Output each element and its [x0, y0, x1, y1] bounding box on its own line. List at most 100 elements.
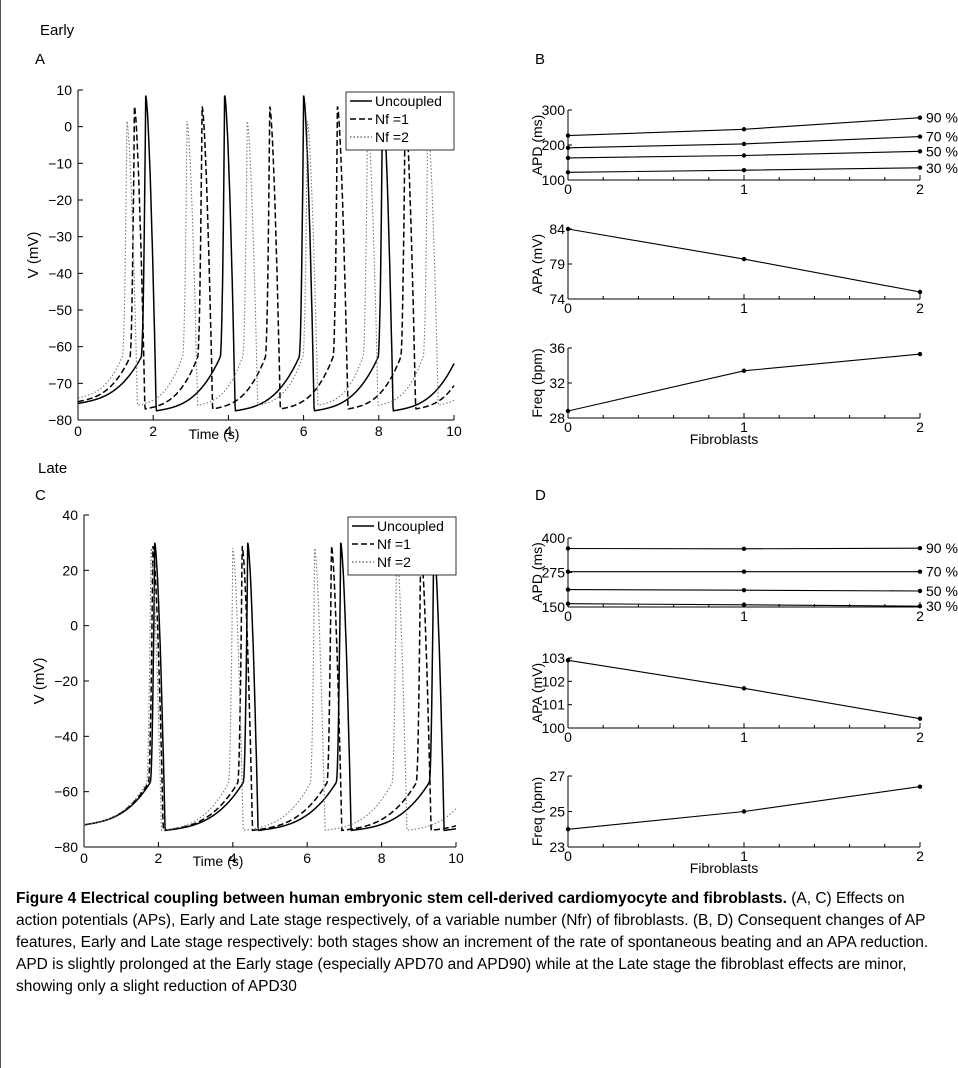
panel-c-legend-label-0: Uncoupled [377, 518, 444, 534]
panel-d-apd-series-label-0: 90 % [926, 540, 958, 556]
panel-d-apa-x-tick-label: 1 [740, 729, 748, 745]
panel-label-c: C [35, 487, 46, 504]
panel-d-apd-point-1-0 [565, 569, 571, 574]
panel-b-apd-point-0-1 [741, 127, 747, 132]
panel-d-apd-point-2-0 [565, 587, 571, 592]
panel-b-apd-series-label-3: 30 % [926, 160, 958, 176]
panel-d-apd-series-label-2: 50 % [926, 583, 958, 599]
panel-a-legend-label-2: Nf =2 [375, 129, 409, 145]
panel-b-apa-y-tick-label: 84 [549, 221, 565, 237]
panel-b-apa-y-axis-label: APA (mV) [529, 234, 545, 294]
panel-c-y-tick-label: −40 [54, 728, 78, 744]
panel-a-y-tick-label: −80 [48, 412, 72, 428]
panel-c-legend-label-2: Nf =2 [377, 554, 411, 570]
panel-d-apd-y-axis-label: APD (ms) [529, 542, 545, 603]
panel-a-y-axis-label: V (mV) [25, 232, 42, 279]
panel-b-apd-series-label-1: 70 % [926, 129, 958, 145]
panel-c-legend-label-1: Nf =1 [377, 536, 411, 552]
panel-a-y-tick-label: −10 [48, 155, 72, 171]
panel-d-apd-series-label-1: 70 % [926, 564, 958, 580]
panel-b-apd-point-1-0 [565, 145, 571, 150]
panel-d-freq-x-tick-label: 2 [916, 848, 924, 864]
panel-d-apd-x-tick-label: 0 [564, 608, 572, 624]
panel-d-apa-point-0-0 [565, 658, 571, 663]
panel-d-freq-y-tick-label: 23 [549, 839, 565, 855]
panel-b-apd-point-2-2 [917, 149, 923, 154]
panel-b-freq-x-tick-label: 1 [740, 419, 748, 435]
panel-a-legend-label-0: Uncoupled [375, 93, 442, 109]
panel-a-series-0 [77, 95, 455, 412]
panel-c-y-tick-label: −80 [54, 839, 78, 855]
panel-a-series-2 [77, 121, 455, 406]
stage-label-late: Late [38, 460, 68, 477]
panel-a-x-tick-label: 10 [446, 423, 462, 439]
panel-d-apd-point-3-2 [917, 603, 923, 609]
panel-a-legend-label-1: Nf =1 [375, 111, 409, 127]
panel-b-apd-point-2-0 [565, 155, 571, 161]
panel-a-x-tick-label: 8 [375, 423, 383, 439]
panel-c-series-2 [83, 548, 457, 832]
panel-b-apa-y-tick-label: 79 [549, 256, 565, 272]
panel-d-freq-point-0-2 [917, 784, 923, 789]
panel-d-apd-point-0-0 [565, 546, 571, 551]
panel-d-freq-point-0-1 [741, 809, 747, 814]
panel-c-y-tick-label: 40 [62, 507, 78, 523]
panel-d-freq-series-line-0 [567, 786, 921, 830]
panel-c-series-1 [83, 545, 457, 832]
panel-a-y-tick-label: −60 [48, 339, 72, 355]
panel-d-freq-x-axis-label: Fibroblasts [690, 860, 758, 876]
panel-c-y-tick-label: 20 [62, 562, 78, 578]
panel-b-freq-x-tick-label: 0 [564, 419, 572, 435]
panel-d-freq-x-tick-label: 1 [740, 848, 748, 864]
panel-b-apd-y-tick-label: 300 [542, 102, 566, 118]
panel-b-freq-y-tick-label: 28 [549, 410, 565, 426]
panel-d-apa-y-tick-label: 101 [542, 697, 566, 713]
panel-d-apd-x-tick-label: 1 [740, 608, 748, 624]
panel-d-freq-x-tick-label: 0 [564, 848, 572, 864]
panel-c-x-axis-label: Time (s) [193, 853, 244, 869]
panel-b-apd-point-3-1 [741, 168, 747, 173]
panel-d-apa-y-tick-label: 103 [542, 650, 566, 666]
panel-d-apa-point-0-1 [741, 686, 747, 691]
panel-label-b: B [535, 51, 546, 68]
panel-b-apa-x-tick-label: 0 [564, 300, 572, 316]
panel-d-freq-point-0-0 [565, 827, 571, 832]
panel-b-apd-point-1-2 [917, 134, 923, 139]
panel-label-d: D [535, 487, 546, 504]
panel-b-apd-point-3-2 [917, 165, 923, 170]
panel-b-apd-point-0-2 [917, 115, 923, 120]
panel-a-x-tick-label: 2 [149, 423, 157, 439]
panel-d-apa-y-tick-label: 100 [542, 720, 566, 736]
panel-b-apd-y-tick-label: 200 [542, 137, 566, 153]
panel-b-apd-series-label-0: 90 % [926, 110, 958, 126]
panel-d-freq-y-tick-label: 27 [549, 768, 565, 784]
panel-b-apd-y-axis-label: APD (ms) [529, 115, 545, 176]
panel-b-freq-y-axis-label: Freq (bpm) [529, 348, 545, 417]
panel-d-apd-point-0-2 [917, 546, 923, 551]
panel-c-series-0 [83, 542, 457, 832]
panel-a-y-tick-label: −50 [48, 302, 72, 318]
panel-b-apd-point-1-1 [741, 141, 747, 147]
panel-b-freq-series-line-0 [567, 353, 921, 412]
panel-b-apa-x-tick-label: 1 [740, 300, 748, 316]
panel-d-apa-point-0-2 [917, 716, 923, 721]
stage-label-early: Early [40, 22, 75, 39]
panel-b-freq-point-0-2 [917, 351, 923, 357]
panel-b-apd-series-label-2: 50 % [926, 143, 958, 159]
panel-d-apa-y-axis-label: APA (mV) [529, 663, 545, 723]
panel-c-x-tick-label: 6 [303, 850, 311, 866]
panel-b-apa-y-tick-label: 74 [549, 291, 565, 307]
panel-d-apd-series-label-3: 30 % [926, 598, 958, 614]
panel-c-y-tick-label: −20 [54, 673, 78, 689]
panel-label-a: A [35, 51, 46, 68]
panel-d-apd-point-2-2 [917, 588, 923, 594]
panel-b-apd-x-tick-label: 1 [740, 181, 748, 197]
panel-d-apa-x-tick-label: 0 [564, 729, 572, 745]
panel-d-apd-point-0-1 [741, 546, 747, 551]
panel-a-x-tick-label: 6 [300, 423, 308, 439]
panel-b-freq-y-tick-label: 32 [549, 375, 565, 391]
panel-a-y-tick-label: 10 [56, 82, 72, 98]
panel-d-apd-point-1-2 [917, 569, 923, 574]
figure-caption: Figure 4 Electrical coupling between hum… [16, 888, 946, 998]
